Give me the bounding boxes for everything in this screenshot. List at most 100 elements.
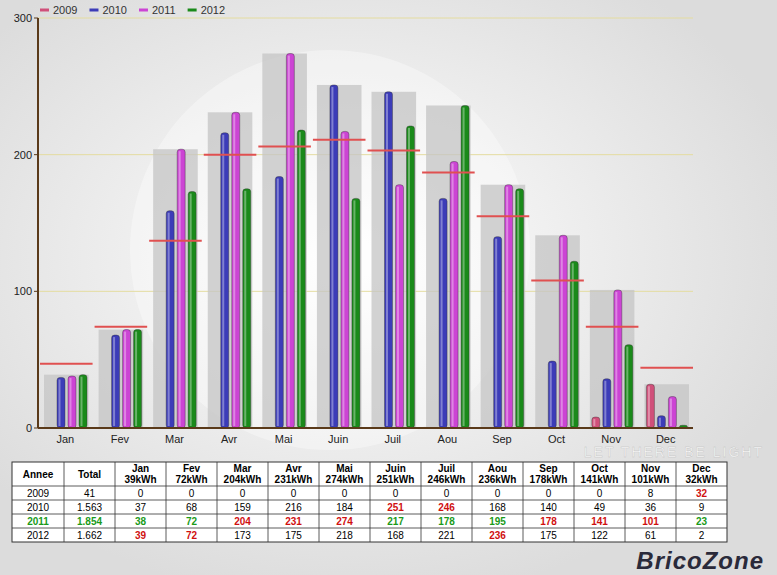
table-header: 141kWh bbox=[581, 474, 619, 485]
bar bbox=[166, 211, 174, 428]
table-cell: 178 bbox=[540, 516, 557, 527]
bar bbox=[112, 335, 120, 428]
table-header: Sep bbox=[539, 463, 557, 474]
table-header: Dec bbox=[692, 463, 711, 474]
table-cell: 9 bbox=[699, 502, 705, 513]
reference-bar bbox=[44, 375, 89, 428]
reference-bar bbox=[262, 54, 307, 428]
table-cell: 61 bbox=[645, 530, 657, 541]
table-cell: 49 bbox=[594, 502, 606, 513]
reference-line bbox=[477, 215, 530, 217]
table-header: 101kWh bbox=[632, 474, 670, 485]
category-label: Mar bbox=[165, 433, 184, 445]
watermark: BricoZone bbox=[636, 547, 764, 574]
bar bbox=[79, 375, 87, 428]
legend-label: 2010 bbox=[102, 4, 126, 16]
bar-shine bbox=[517, 191, 519, 426]
bar-shine bbox=[659, 418, 661, 426]
bar-shine bbox=[81, 377, 83, 426]
table-rule bbox=[319, 462, 320, 542]
bar-shine bbox=[626, 347, 628, 426]
table-header: Oct bbox=[591, 463, 608, 474]
reference-line bbox=[204, 154, 257, 156]
bar bbox=[668, 397, 676, 428]
table-rule bbox=[12, 514, 727, 515]
table-rule bbox=[166, 462, 167, 542]
table-header: 39kWh bbox=[124, 474, 156, 485]
table-cell: 246 bbox=[438, 502, 455, 513]
legend-swatch bbox=[40, 9, 49, 12]
bar-shine bbox=[233, 114, 235, 426]
bar-shine bbox=[550, 363, 552, 426]
bar bbox=[516, 189, 524, 428]
table-cell: 41 bbox=[84, 488, 96, 499]
bar-shine bbox=[506, 187, 508, 426]
bar bbox=[243, 189, 251, 428]
table-rule bbox=[625, 462, 626, 542]
bar-shine bbox=[59, 379, 61, 426]
table-cell: 236 bbox=[489, 530, 506, 541]
bar-shine bbox=[495, 239, 497, 426]
bar-shine bbox=[124, 332, 126, 426]
bar bbox=[657, 416, 665, 428]
table-cell: 0 bbox=[189, 488, 195, 499]
legend-swatch bbox=[139, 9, 148, 12]
legend-swatch bbox=[188, 9, 197, 12]
bar bbox=[592, 417, 600, 428]
table-rule bbox=[370, 462, 371, 542]
reference-bar bbox=[481, 185, 526, 428]
table-cell: 140 bbox=[540, 502, 557, 513]
bar bbox=[505, 185, 513, 428]
plot-marks bbox=[40, 54, 693, 428]
legend-label: 2012 bbox=[201, 4, 225, 16]
bar bbox=[385, 92, 393, 428]
bar-shine bbox=[222, 135, 224, 426]
table-header: 274kWh bbox=[326, 474, 364, 485]
bar-shine bbox=[670, 399, 672, 426]
table-header: Annee bbox=[23, 469, 54, 480]
reference-line bbox=[640, 367, 693, 369]
table-header: Jan bbox=[132, 463, 149, 474]
bar bbox=[461, 105, 469, 428]
table-cell: 1.662 bbox=[77, 530, 102, 541]
reference-bar bbox=[535, 235, 580, 428]
table-cell: 175 bbox=[285, 530, 302, 541]
table-cell: 168 bbox=[489, 502, 506, 513]
table-cell: 274 bbox=[336, 516, 353, 527]
reference-bar bbox=[644, 384, 689, 428]
category-label: Juin bbox=[328, 433, 348, 445]
bar bbox=[407, 126, 415, 428]
bar-shine bbox=[288, 56, 290, 426]
table-cell: 23 bbox=[696, 516, 708, 527]
table-cell: 0 bbox=[240, 488, 246, 499]
table-cell: 68 bbox=[186, 502, 198, 513]
bar bbox=[188, 192, 196, 428]
bar bbox=[123, 330, 131, 428]
bar-shine bbox=[561, 237, 563, 426]
y-axis bbox=[37, 18, 39, 428]
bar bbox=[221, 133, 229, 428]
grid-line bbox=[38, 18, 693, 19]
category-label: Avr bbox=[221, 433, 238, 445]
table-cell: 173 bbox=[234, 530, 251, 541]
table-cell: 221 bbox=[438, 530, 455, 541]
reference-bar bbox=[590, 290, 635, 428]
bar bbox=[68, 376, 76, 428]
tick-label: 100 bbox=[14, 285, 32, 297]
table-cell: 38 bbox=[135, 516, 147, 527]
table-cell: 2 bbox=[699, 530, 705, 541]
category-label: Juil bbox=[385, 433, 402, 445]
bar bbox=[450, 162, 458, 429]
bar bbox=[603, 379, 611, 428]
table-header: Juil bbox=[438, 463, 455, 474]
reference-bar bbox=[317, 85, 362, 428]
bar bbox=[286, 54, 294, 428]
table-cell: 216 bbox=[285, 502, 302, 513]
bar-shine bbox=[463, 107, 465, 426]
table-cell: 2010 bbox=[27, 502, 50, 513]
bar-shine bbox=[342, 133, 344, 426]
table-header: Juin bbox=[385, 463, 406, 474]
table-rule bbox=[523, 462, 524, 542]
table-rule bbox=[12, 486, 727, 487]
table-cell: 2011 bbox=[27, 516, 49, 527]
